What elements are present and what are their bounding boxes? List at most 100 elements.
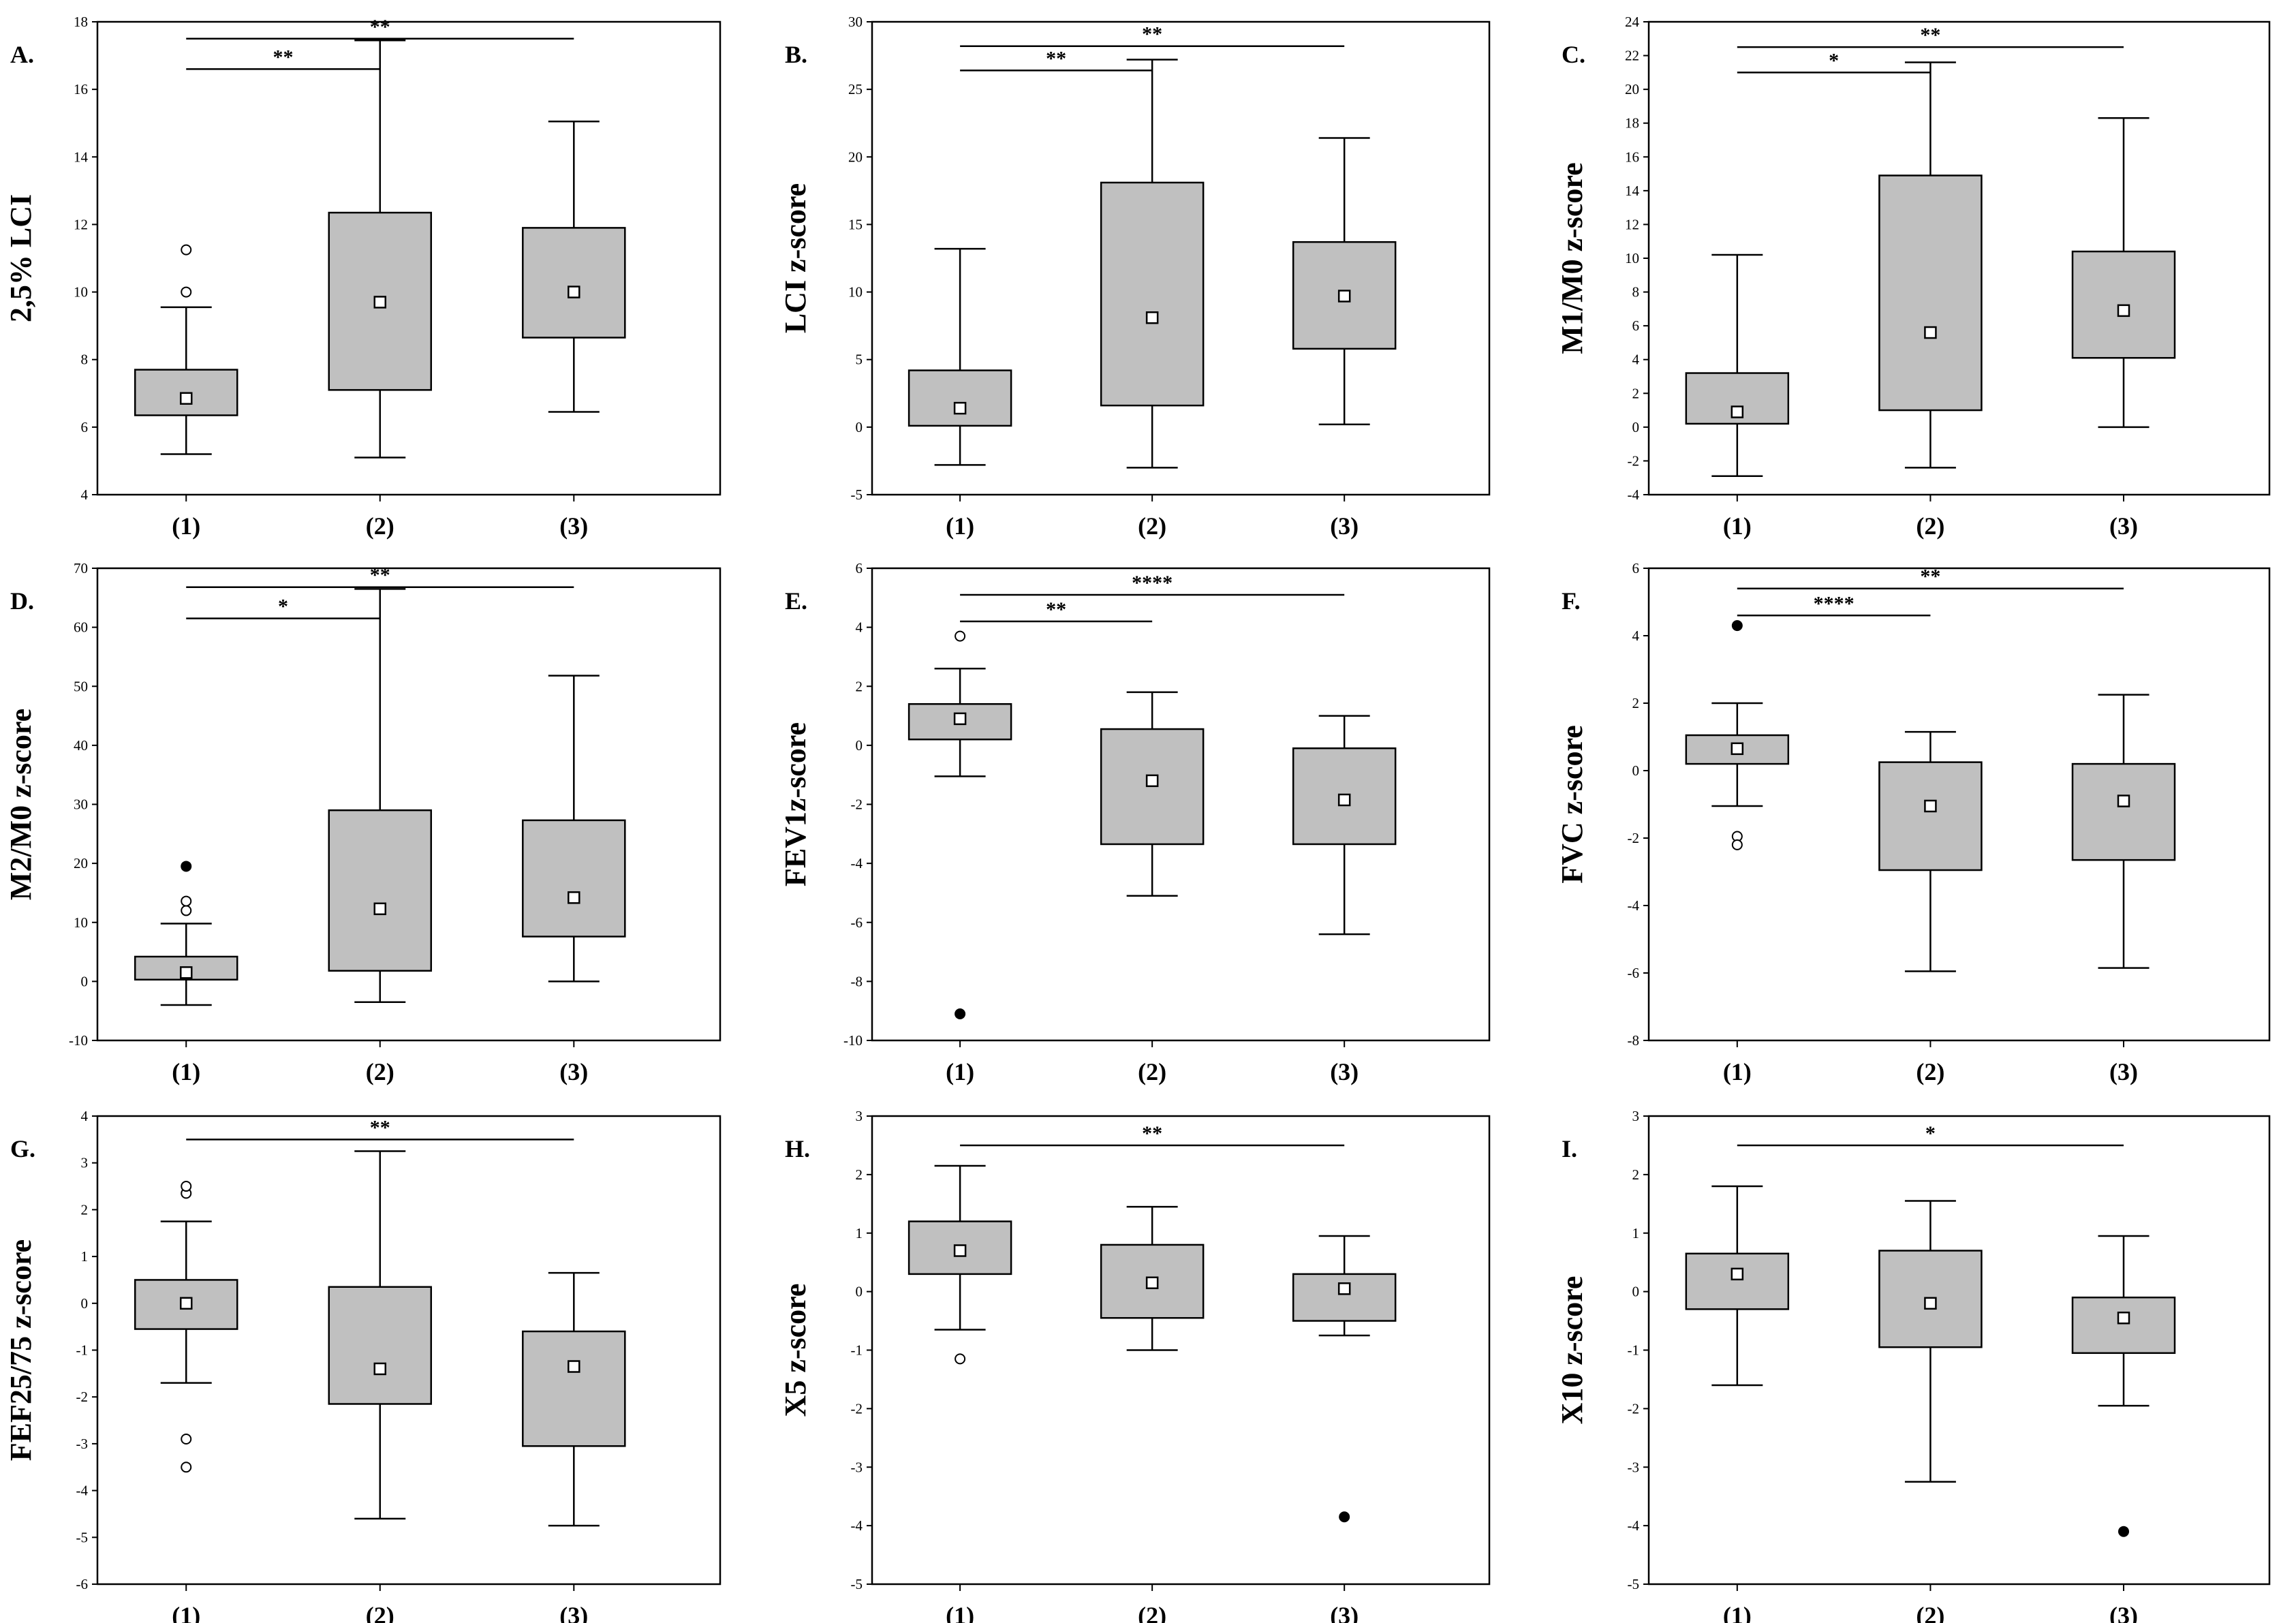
panel-label: A. <box>10 41 34 68</box>
panel-a: A. 2,5% LCI 4 6 8 10 12 14 16 18 (1) (2) (3) ** ** <box>4 14 722 540</box>
panel-label: G. <box>10 1135 35 1162</box>
panel-d: D. M2/M0 z-score -10 0 10 20 30 40 50 60 70 (1) (2) (… <box>4 560 722 1085</box>
y-tick-label: 0 <box>81 1295 89 1312</box>
box-group-2 <box>1100 691 1205 897</box>
y-tick-label: 15 <box>848 216 863 232</box>
box-iqr <box>1878 761 1983 871</box>
extreme-point <box>1731 620 1743 632</box>
box-group-1 <box>907 247 1012 466</box>
y-tick-label: 18 <box>1625 115 1639 132</box>
y-tick-label: 18 <box>74 14 88 30</box>
panel-label: E. <box>785 587 807 615</box>
category-label: (1) <box>172 512 200 540</box>
box-iqr <box>1878 174 1983 412</box>
outlier-point <box>181 244 192 256</box>
y-tick-label: 0 <box>81 973 89 989</box>
y-tick-label: -10 <box>69 1032 88 1049</box>
y-axis-label: LCI z-score <box>779 183 812 333</box>
box-group-2 <box>1100 59 1205 469</box>
y-tick-label: 6 <box>81 419 89 435</box>
y-tick-label: 6 <box>856 560 863 576</box>
significance-label: * <box>278 596 288 618</box>
box-group-3 <box>1292 137 1397 426</box>
box-group-3 <box>2071 1235 2176 1537</box>
significance-label: ** <box>1046 47 1066 69</box>
y-tick-label: 2 <box>1632 385 1640 401</box>
box-group-1 <box>134 244 238 455</box>
category-label: (3) <box>2109 1602 2138 1623</box>
box-group-2 <box>1878 730 1983 972</box>
category-label: (2) <box>366 1058 394 1085</box>
mean-marker <box>1145 1276 1159 1289</box>
panel-label: D. <box>10 587 34 615</box>
extreme-point <box>1339 1511 1350 1523</box>
panel-label: H. <box>785 1135 810 1162</box>
y-tick-label: -3 <box>1628 1459 1640 1475</box>
y-tick-label: -1 <box>851 1342 863 1359</box>
y-tick-label: 14 <box>74 149 89 165</box>
box-group-3 <box>1292 1235 1397 1523</box>
y-tick-label: 6 <box>1632 560 1640 576</box>
outlier-point <box>181 905 192 916</box>
y-tick-label: -2 <box>1628 1400 1640 1417</box>
category-label: (3) <box>1330 512 1359 540</box>
box-iqr <box>328 1286 433 1405</box>
mean-marker <box>179 1297 193 1310</box>
outlier-point <box>181 1434 192 1445</box>
y-tick-label: -4 <box>851 1517 863 1534</box>
box-group-1 <box>1685 253 1790 477</box>
category-label: (2) <box>1916 1058 1944 1085</box>
significance-label: ** <box>1920 24 1940 46</box>
box-group-3 <box>2071 694 2176 969</box>
category-label: (2) <box>1916 512 1944 540</box>
extreme-point <box>181 861 192 872</box>
y-tick-label: 6 <box>1632 318 1640 334</box>
category-label: (1) <box>172 1602 200 1623</box>
y-tick-label: -2 <box>851 1400 863 1417</box>
y-tick-label: 2 <box>81 1201 89 1218</box>
panel-b: B. LCI z-score -5 0 5 10 15 20 25 30 (1) (2) (3) ** ** <box>779 14 1491 540</box>
box-group-2 <box>1878 1200 1983 1483</box>
y-tick-label: -6 <box>851 914 863 931</box>
mean-marker <box>1337 793 1351 807</box>
y-tick-label: 4 <box>1632 628 1640 644</box>
y-tick-label: 0 <box>856 419 863 435</box>
category-label: (2) <box>366 1602 394 1623</box>
significance-label: * <box>1829 49 1839 72</box>
mean-marker <box>568 1360 580 1373</box>
y-tick-label: -4 <box>1628 897 1640 914</box>
panel-i: I. X10 z-score -5 -4 -3 -2 -1 0 1 2 3 (1) (2) (3) * <box>1555 1108 2271 1623</box>
box-iqr <box>907 369 1012 427</box>
y-tick-label: 22 <box>1625 48 1639 64</box>
y-tick-label: 2 <box>856 678 863 694</box>
box-group-3 <box>522 1271 626 1527</box>
y-tick-label: 20 <box>74 855 88 871</box>
outlier-point <box>955 630 966 642</box>
box-iqr <box>1100 181 1205 407</box>
y-tick-label: 20 <box>848 149 863 165</box>
y-tick-label: -5 <box>851 486 863 503</box>
box-iqr <box>328 809 433 972</box>
mean-marker <box>1145 311 1159 324</box>
y-tick-label: 40 <box>74 737 88 754</box>
y-tick-label: -2 <box>1628 452 1640 469</box>
y-tick-label: 12 <box>1625 216 1639 232</box>
mean-marker <box>373 902 387 916</box>
outlier-point <box>181 1462 192 1473</box>
box-iqr <box>522 819 626 938</box>
plot-frame <box>96 20 722 496</box>
y-tick-label: 50 <box>74 678 88 694</box>
y-tick-label: 1 <box>1632 1225 1640 1241</box>
y-tick-label: -1 <box>76 1342 89 1359</box>
y-tick-label: -8 <box>851 973 863 989</box>
panel-h: H. X5 z-score -5 -4 -3 -2 -1 0 1 2 3 (1) (2) (3) ** <box>779 1108 1491 1623</box>
mean-marker <box>1924 326 1937 339</box>
y-tick-label: 20 <box>1625 81 1639 97</box>
panel-label: C. <box>1562 41 1585 68</box>
category-label: (3) <box>1330 1602 1359 1623</box>
mean-marker <box>1924 1297 1937 1310</box>
y-axis-label: X10 z-score <box>1555 1276 1589 1425</box>
y-tick-label: 16 <box>74 81 88 97</box>
category-label: (2) <box>1138 512 1166 540</box>
